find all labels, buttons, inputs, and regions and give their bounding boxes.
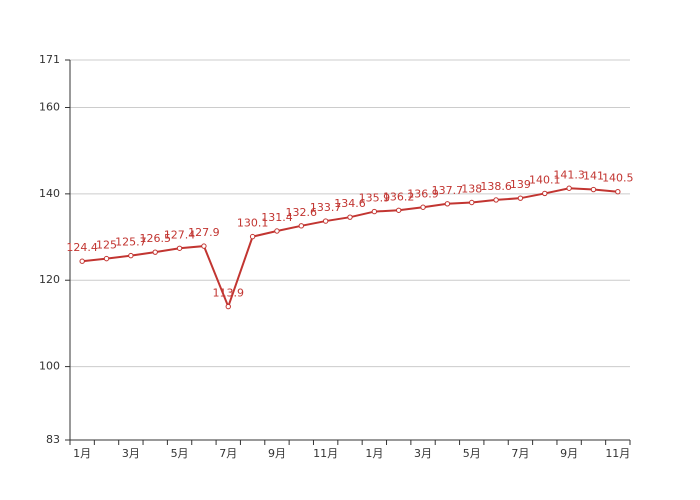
- y-tick-label: 160: [39, 101, 60, 114]
- point: [176, 245, 183, 251]
- value-label: 140.5: [602, 172, 634, 185]
- y-tick-label: 140: [39, 187, 60, 200]
- y-tick-label: 120: [39, 273, 60, 286]
- value-label: 127.4: [164, 228, 196, 241]
- point: [590, 186, 597, 193]
- y-tick-label: 100: [39, 360, 60, 373]
- point: [79, 258, 85, 264]
- value-label: 140.1: [529, 173, 561, 186]
- value-label: 125.7: [115, 236, 147, 249]
- value-label: 124.4: [66, 241, 98, 254]
- point: [128, 252, 134, 259]
- x-tick-label: 1月: [365, 447, 383, 460]
- point: [420, 204, 426, 210]
- y-tick-label: 171: [39, 53, 60, 66]
- value-label: 133.7: [310, 201, 342, 214]
- value-label: 138: [461, 183, 482, 196]
- point: [517, 195, 524, 201]
- value-label: 127.9: [188, 226, 220, 239]
- point: [274, 228, 280, 234]
- value-label: 134.6: [334, 197, 366, 210]
- value-label: 130.1: [237, 217, 269, 230]
- point: [249, 233, 256, 240]
- point: [152, 249, 158, 255]
- value-label: 113.9: [213, 287, 245, 300]
- value-label: 136.9: [407, 187, 439, 200]
- x-tick-label: 7月: [219, 447, 237, 460]
- value-label: 132.6: [286, 206, 318, 219]
- point: [444, 201, 451, 207]
- value-label: 125: [96, 239, 117, 252]
- value-label: 141.3: [553, 168, 585, 181]
- point: [371, 208, 378, 215]
- point: [347, 214, 353, 220]
- point: [615, 189, 621, 195]
- point: [322, 218, 329, 224]
- point: [225, 303, 231, 310]
- point: [298, 223, 305, 229]
- value-label: 138.6: [480, 180, 512, 193]
- x-tick-label: 3月: [414, 447, 432, 460]
- value-label: 141: [583, 170, 604, 183]
- x-tick-label: 9月: [560, 447, 578, 460]
- value-label: 126.5: [139, 232, 171, 245]
- point: [395, 207, 402, 213]
- x-tick-label: 5月: [463, 447, 481, 460]
- x-tick-label: 3月: [122, 447, 140, 460]
- x-tick-label: 9月: [268, 447, 286, 460]
- x-tick-label: 7月: [511, 447, 529, 460]
- point: [542, 190, 548, 197]
- value-label: 137.7: [432, 184, 464, 197]
- x-tick-label: 5月: [171, 447, 189, 460]
- value-label: 131.4: [261, 211, 293, 224]
- point: [566, 185, 572, 191]
- point: [469, 199, 475, 206]
- point: [493, 197, 499, 203]
- value-label: 136.2: [383, 190, 415, 203]
- x-tick-label: 11月: [313, 447, 338, 460]
- x-tick-label: 11月: [605, 447, 630, 460]
- x-tick-label: 1月: [73, 447, 91, 460]
- point: [103, 255, 110, 262]
- value-label: 139: [510, 178, 531, 191]
- point: [201, 243, 207, 249]
- y-tick-label: 83: [46, 433, 60, 446]
- value-label: 135.9: [359, 192, 391, 205]
